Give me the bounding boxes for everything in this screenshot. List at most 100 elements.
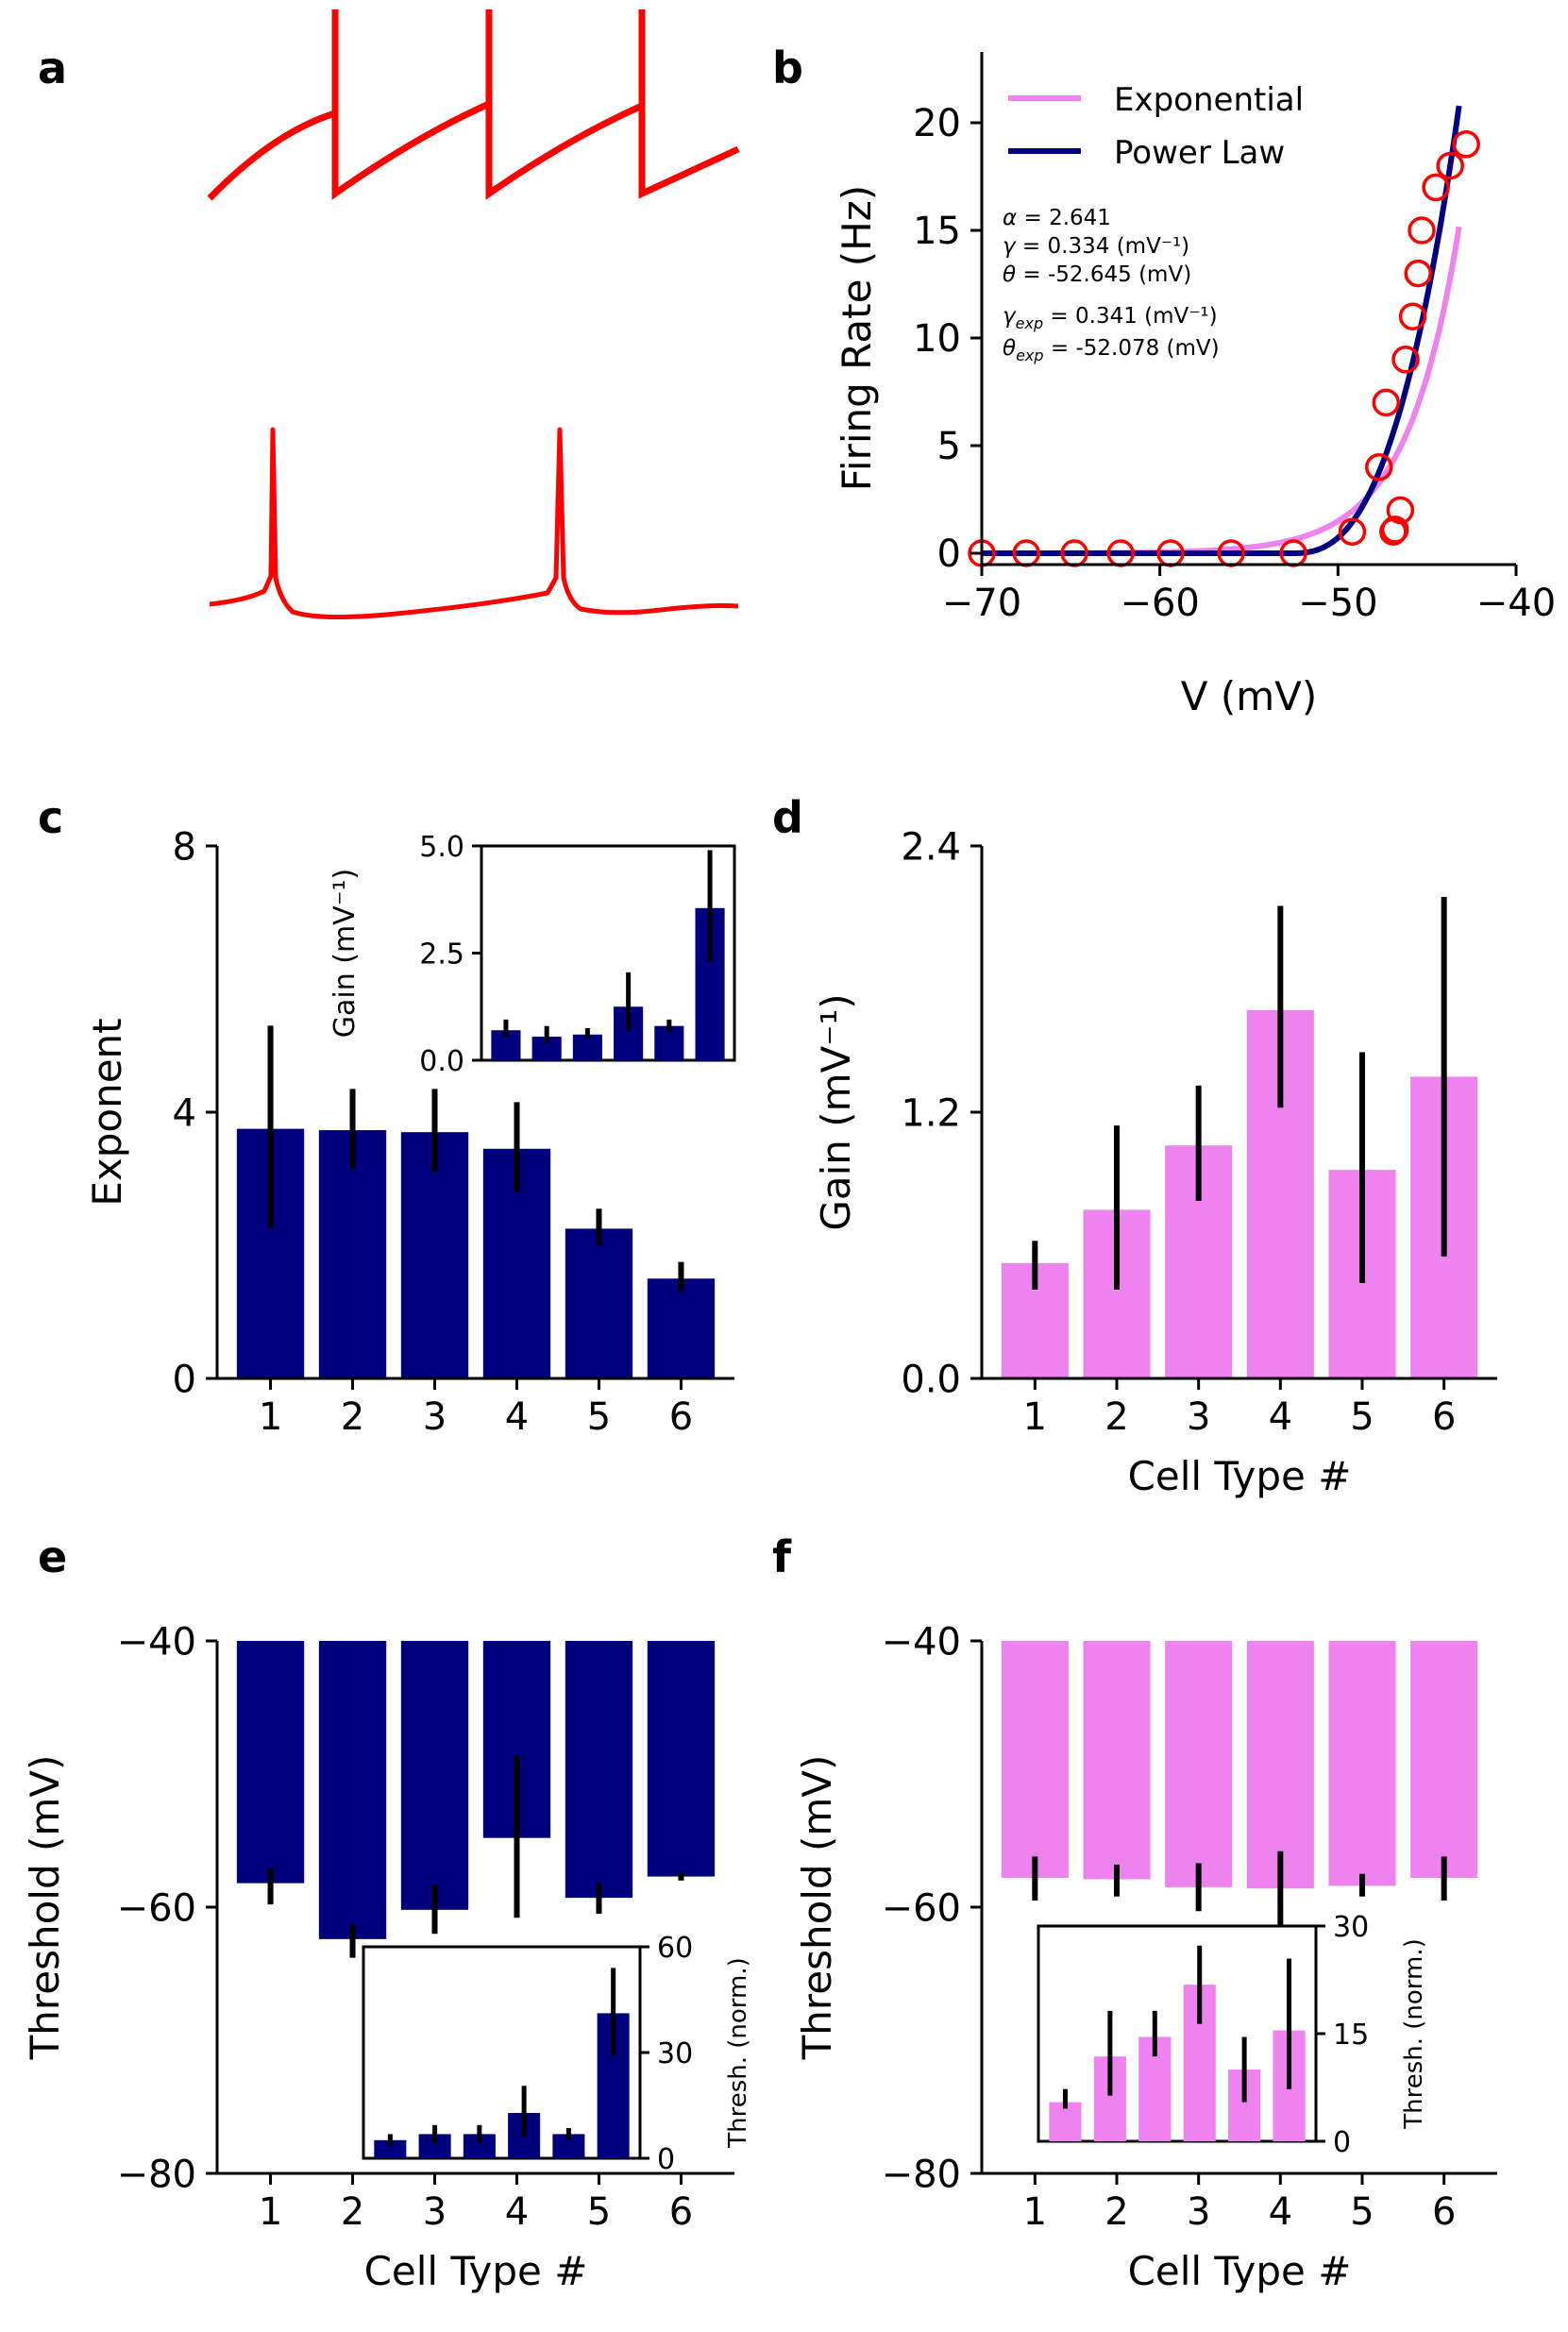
y-tick-label-1: −60 (117, 1886, 196, 1930)
data-point (1422, 173, 1450, 202)
bar-2 (318, 1641, 387, 1939)
x-axis-label: V (mV) (1181, 673, 1318, 719)
x-tick-label-6: 6 (1432, 2190, 1456, 2234)
x-tick-label-4: 4 (505, 1395, 529, 1439)
panel-letter-e: e (38, 1531, 67, 1582)
y-tick-label-1: −60 (882, 1886, 961, 1930)
bar-3 (400, 1641, 469, 1910)
panel-letter-a: a (38, 42, 67, 93)
y-tick-label-0: −80 (117, 2153, 196, 2196)
bar-6 (647, 1641, 716, 1877)
y-tick-label-1: 1.2 (901, 1091, 961, 1135)
x-tick-label-3: 3 (1187, 1395, 1210, 1439)
model-curves (982, 105, 1462, 556)
inset-y-tick-label-1: 30 (657, 2037, 693, 2070)
inset-y-tick-label-2: 5.0 (419, 831, 464, 864)
inset-frame (362, 1945, 642, 2160)
data-point (1391, 346, 1420, 374)
legend-label-power-law: Power Law (1114, 134, 1285, 172)
sawtooth-trace (207, 9, 740, 201)
x-tick-label-2: −50 (1298, 582, 1377, 625)
y-tick-label-0: 0 (173, 1358, 196, 1401)
x-tick-label-6: 6 (1432, 1395, 1456, 1439)
x-axis-label: Cell Type # (364, 2248, 588, 2294)
x-tick-label-5: 5 (587, 1395, 611, 1439)
bar-6 (647, 1278, 716, 1378)
x-tick-label-3: 3 (423, 1395, 447, 1439)
y-tick-label-2: 2.4 (901, 825, 961, 869)
bar-2 (1083, 1641, 1151, 1880)
bar-4 (1246, 1641, 1314, 1889)
y-tick-label-1: 5 (937, 425, 961, 468)
inset-y-axis-label: Gain (mV⁻¹) (329, 869, 362, 1039)
inset-y-tick-label-1: 15 (1333, 2019, 1369, 2052)
x-tick-label-1: 1 (259, 1395, 282, 1439)
y-tick-label-2: 10 (913, 317, 961, 361)
inset-y-axis-label: Thresh. (norm.) (724, 1957, 752, 2149)
data-point (1380, 515, 1409, 544)
x-tick-label-2: 2 (341, 2190, 364, 2234)
data-point (1364, 453, 1393, 482)
y-tick-label-2: 8 (173, 825, 196, 869)
x-tick-label-3: 3 (423, 2190, 447, 2234)
bar-2 (318, 1130, 387, 1378)
fit-parameters: α = 2.641 γ = 0.334 (mV⁻¹) θ = -52.645 (… (1003, 206, 1220, 364)
panel-e-plot: 1 2 3 4 5 6 −80 −60 −40 Threshold (mV) Cell Type #… (22, 1620, 752, 2294)
param-alpha: α = 2.641 (1003, 206, 1111, 230)
bar-5 (1328, 1641, 1396, 1886)
y-tick-label-4: 20 (913, 102, 961, 145)
param-theta: θ = -52.645 (mV) (1003, 262, 1191, 287)
panel-f-plot: 1 2 3 4 5 6 −80 −60 −40 Threshold (mV) Cell Type #… (794, 1620, 1497, 2294)
panel-letter-f: f (772, 1531, 792, 1582)
legend: Exponential Power Law (1008, 81, 1304, 172)
panel-letter-d: d (772, 792, 803, 843)
bar-5 (565, 1641, 633, 1899)
bar-3 (1165, 1641, 1233, 1887)
y-tick-label-1: 4 (173, 1091, 196, 1135)
x-tick-label-4: 4 (505, 2190, 529, 2234)
x-tick-label-0: −70 (942, 582, 1021, 625)
bar-6 (1410, 1641, 1478, 1878)
y-tick-label-0: 0.0 (901, 1358, 961, 1401)
x-tick-label-5: 5 (1350, 1395, 1374, 1439)
x-tick-label-3: 3 (1187, 2190, 1210, 2234)
bar-3 (400, 1132, 469, 1378)
curve-power-law (982, 105, 1462, 556)
panel-letter-b: b (772, 42, 803, 93)
x-tick-label-4: 4 (1269, 1395, 1292, 1439)
y-axis-label: Firing Rate (Hz) (834, 185, 880, 491)
data-point (1452, 130, 1480, 159)
inset-y-tick-label-0: 0.0 (419, 1045, 464, 1078)
inset-y-tick-label-2: 60 (657, 1932, 693, 1965)
panel-c-plot: 1 2 3 4 5 6 0 4 8 Exponent 0.0 2.5 5.0 Gain (mV⁻¹) (84, 825, 736, 1439)
inset-y-tick-label-0: 0 (657, 2143, 675, 2176)
data-point (1372, 388, 1401, 417)
spiking-trace (209, 427, 739, 620)
x-tick-label-4: 4 (1269, 2190, 1292, 2234)
inset-y-tick-label-1: 2.5 (419, 938, 464, 972)
axes: −70 −60 −50 −40 0 5 10 15 20 V (mV) Firing Rate (H… (834, 52, 1556, 719)
data-points (968, 130, 1480, 567)
bar-5 (565, 1228, 633, 1378)
x-tick-label-1: 1 (1023, 2190, 1047, 2234)
y-axis-label: Gain (mV⁻¹) (813, 993, 859, 1230)
x-tick-label-6: 6 (669, 2190, 693, 2234)
y-tick-label-0: −80 (882, 2153, 961, 2196)
x-tick-label-1: −60 (1120, 582, 1199, 625)
x-tick-label-6: 6 (669, 1395, 693, 1439)
y-tick-label-2: −40 (117, 1620, 196, 1664)
inset-bar-1 (374, 2139, 407, 2158)
data-point (1386, 496, 1415, 525)
y-axis-label: Threshold (mV) (794, 1755, 840, 2061)
x-tick-label-5: 5 (1350, 2190, 1374, 2234)
bar-1 (1001, 1641, 1069, 1878)
y-axis-label: Exponent (84, 1018, 130, 1206)
x-tick-label-2: 2 (1104, 2190, 1128, 2234)
x-tick-label-1: 1 (1023, 1395, 1047, 1439)
y-tick-label-2: −40 (882, 1620, 961, 1664)
param-gamma: γ = 0.334 (mV⁻¹) (1003, 234, 1189, 259)
inset-y-tick-label-2: 30 (1333, 1911, 1369, 1944)
x-tick-label-2: 2 (341, 1395, 364, 1439)
x-axis-label: Cell Type # (1128, 2248, 1352, 2294)
